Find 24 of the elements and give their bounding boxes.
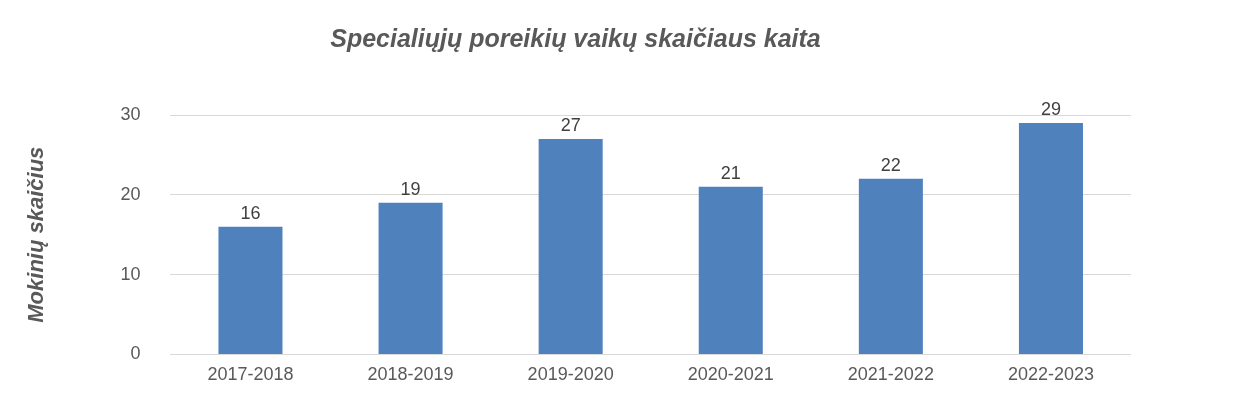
x-tick-label: 2022-2023 xyxy=(1007,364,1094,385)
bar xyxy=(698,186,763,354)
bar xyxy=(218,226,283,354)
x-tick-label: 2020-2021 xyxy=(687,364,774,385)
x-tick-label: 2018-2019 xyxy=(367,364,454,385)
bar xyxy=(538,138,603,354)
data-label: 29 xyxy=(1040,98,1061,119)
bar xyxy=(1018,122,1083,354)
data-label: 19 xyxy=(400,178,421,199)
y-tick-label: 10 xyxy=(120,263,141,284)
y-tick-label: 0 xyxy=(130,343,141,364)
x-tick-label: 2021-2022 xyxy=(847,364,934,385)
bar xyxy=(858,178,923,354)
y-axis-title: Mokinių skaičius xyxy=(23,146,49,323)
data-label: 21 xyxy=(720,162,741,183)
data-label: 27 xyxy=(560,114,581,135)
data-label: 22 xyxy=(880,154,901,175)
y-tick-label: 30 xyxy=(120,103,141,124)
x-tick-label: 2019-2020 xyxy=(527,364,614,385)
x-tick-label: 2017-2018 xyxy=(207,364,294,385)
y-tick-label: 20 xyxy=(120,183,141,204)
chart-title: Specialiųjų poreikių vaikų skaičiaus kaita xyxy=(330,23,821,52)
data-label: 16 xyxy=(240,202,261,223)
bar xyxy=(378,202,443,354)
